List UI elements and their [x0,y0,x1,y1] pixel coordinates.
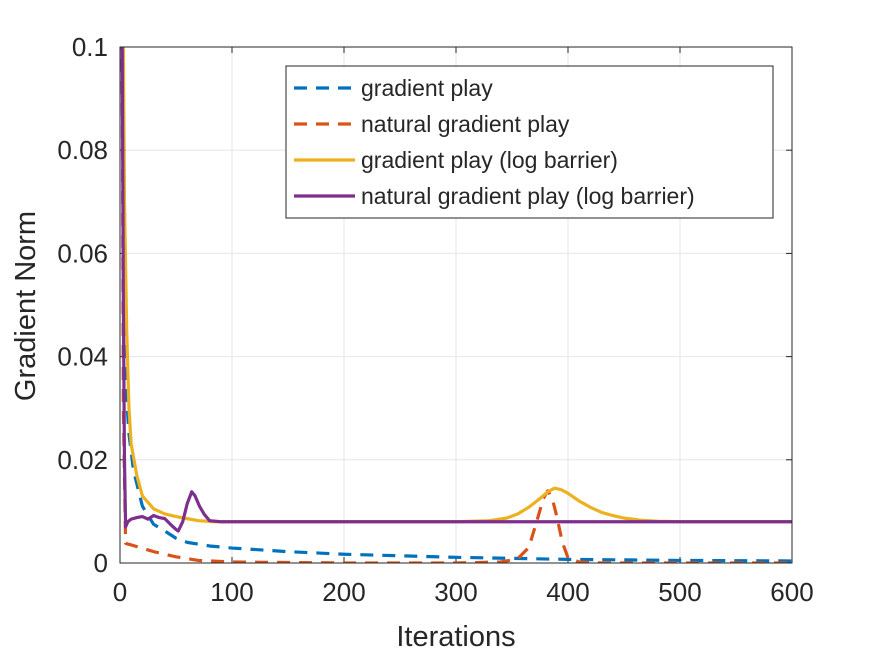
x-axis-label: Iterations [396,621,515,653]
series-lines [120,47,792,563]
y-tick-label: 0.06 [57,238,108,268]
series-line-gradient-play [120,47,792,563]
legend-entry-label: gradient play [361,75,493,101]
tick-labels: 0 100 200 300 400 500 600 0 0.02 0.04 0.06 0.08 0.1 [57,32,813,607]
legend-entry-label: gradient play (log barrier) [361,147,618,173]
y-tick-label: 0.08 [57,135,108,165]
series-line-natural-gradient-play-log-barrier [120,47,792,533]
y-tick-label: 0.04 [57,342,108,372]
y-tick-label: 0.1 [72,32,108,62]
series-line-gradient-play-log-barrier [121,47,792,524]
legend: gradient play natural gradient play gradie… [285,65,774,219]
y-tick-label: 0 [94,548,108,578]
y-axis-label: Gradient Norm [10,211,42,401]
x-tick-label: 600 [770,577,813,607]
x-tick-label: 200 [322,577,365,607]
legend-entry-label: natural gradient play (log barrier) [361,183,695,209]
x-tick-label: 300 [434,577,477,607]
legend-box [285,65,774,219]
legend-entry-label: natural gradient play [361,111,570,137]
series-line-natural-gradient-play [120,47,792,563]
x-tick-label: 0 [113,577,127,607]
x-tick-label: 100 [210,577,253,607]
plot-frame [119,46,793,564]
x-tick-label: 500 [658,577,701,607]
y-tick-label: 0.02 [57,445,108,475]
x-tick-label: 400 [546,577,589,607]
